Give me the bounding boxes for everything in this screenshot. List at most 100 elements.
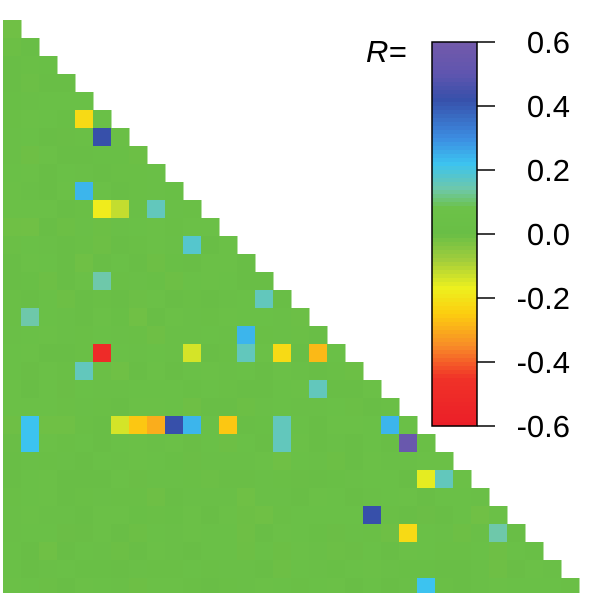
heatmap-cell	[75, 326, 94, 345]
heatmap-cell	[219, 470, 238, 489]
colorbar-segment	[432, 366, 477, 371]
heatmap-cell	[201, 326, 220, 345]
colorbar-segment	[432, 182, 477, 187]
heatmap-cell	[3, 578, 22, 593]
heatmap-cell	[129, 452, 148, 471]
colorbar-tick-label: -0.4	[517, 345, 570, 380]
heatmap-cell	[345, 506, 364, 525]
heatmap-cell	[273, 326, 292, 345]
colorbar-segment	[432, 242, 477, 247]
heatmap-cell	[507, 542, 526, 561]
heatmap-cell	[129, 200, 148, 219]
heatmap-cell	[381, 470, 400, 489]
heatmap-cell	[273, 434, 292, 453]
heatmap-cell	[363, 380, 382, 399]
heatmap-cell	[21, 182, 40, 201]
heatmap-cell	[273, 578, 292, 593]
colorbar-segment	[432, 306, 477, 311]
heatmap-cell	[453, 578, 472, 593]
heatmap-cell	[345, 488, 364, 507]
heatmap-cell	[57, 146, 76, 165]
colorbar-segment	[432, 342, 477, 347]
heatmap-cell	[237, 524, 256, 543]
heatmap-cell	[39, 578, 58, 593]
heatmap-cell	[3, 200, 22, 219]
heatmap-cell	[3, 542, 22, 561]
heatmap-cell	[21, 128, 40, 147]
heatmap-cell	[183, 326, 202, 345]
colorbar-segment	[432, 382, 477, 387]
heatmap-cell	[381, 452, 400, 471]
heatmap-cell	[309, 380, 328, 399]
colorbar-segment	[432, 362, 477, 367]
heatmap-cell	[93, 488, 112, 507]
heatmap-cell	[57, 362, 76, 381]
heatmap-cell	[111, 308, 130, 327]
heatmap-cell	[237, 506, 256, 525]
heatmap-cell	[237, 344, 256, 363]
heatmap-cell	[183, 416, 202, 435]
heatmap-cell	[75, 128, 94, 147]
heatmap-cell	[273, 308, 292, 327]
heatmap-cell	[309, 362, 328, 381]
heatmap-cell	[111, 560, 130, 579]
heatmap-cell	[147, 542, 166, 561]
heatmap-cell	[39, 488, 58, 507]
heatmap-cell	[39, 542, 58, 561]
heatmap-cell	[237, 434, 256, 453]
heatmap-cell	[345, 398, 364, 417]
heatmap-cell	[273, 470, 292, 489]
heatmap-cell	[399, 542, 418, 561]
heatmap-cell	[21, 290, 40, 309]
heatmap-cell	[93, 272, 112, 291]
heatmap-cell	[39, 344, 58, 363]
heatmap-cell	[147, 254, 166, 273]
heatmap-cell	[39, 74, 58, 93]
heatmap-cell	[453, 506, 472, 525]
colorbar-segment	[432, 46, 477, 51]
heatmap-cell	[255, 326, 274, 345]
heatmap-cell	[327, 416, 346, 435]
heatmap-cell	[291, 452, 310, 471]
heatmap-cell	[309, 542, 328, 561]
heatmap-cell	[21, 398, 40, 417]
heatmap-cell	[93, 344, 112, 363]
colorbar-segment	[432, 214, 477, 219]
heatmap-cell	[381, 398, 400, 417]
heatmap-cell	[75, 524, 94, 543]
heatmap-cell	[201, 542, 220, 561]
heatmap-cell	[543, 560, 562, 579]
heatmap-cell	[399, 434, 418, 453]
heatmap-cell	[57, 524, 76, 543]
heatmap-cell	[219, 344, 238, 363]
heatmap-cell	[345, 578, 364, 593]
heatmap-cell	[327, 524, 346, 543]
heatmap-cell	[309, 578, 328, 593]
colorbar-segment	[432, 150, 477, 155]
heatmap-cell	[111, 434, 130, 453]
heatmap-cell	[327, 344, 346, 363]
heatmap-cell	[129, 362, 148, 381]
heatmap-cell	[363, 560, 382, 579]
colorbar-segment	[432, 350, 477, 355]
heatmap-cell	[327, 560, 346, 579]
heatmap-cell	[201, 290, 220, 309]
heatmap-cell	[147, 470, 166, 489]
colorbar-segment	[432, 274, 477, 279]
heatmap-cell	[147, 236, 166, 255]
colorbar-segment	[432, 154, 477, 159]
heatmap-cell	[75, 578, 94, 593]
heatmap-cell	[111, 200, 130, 219]
heatmap-cell	[237, 560, 256, 579]
heatmap-cell	[57, 164, 76, 183]
heatmap-cell	[21, 38, 40, 57]
heatmap-cell	[345, 452, 364, 471]
heatmap-cell	[291, 380, 310, 399]
heatmap-cell	[111, 542, 130, 561]
heatmap-cell	[507, 560, 526, 579]
heatmap-cell	[165, 200, 184, 219]
heatmap-cell	[291, 308, 310, 327]
colorbar-segment	[432, 66, 477, 71]
heatmap-cell	[75, 308, 94, 327]
heatmap-cell	[147, 344, 166, 363]
